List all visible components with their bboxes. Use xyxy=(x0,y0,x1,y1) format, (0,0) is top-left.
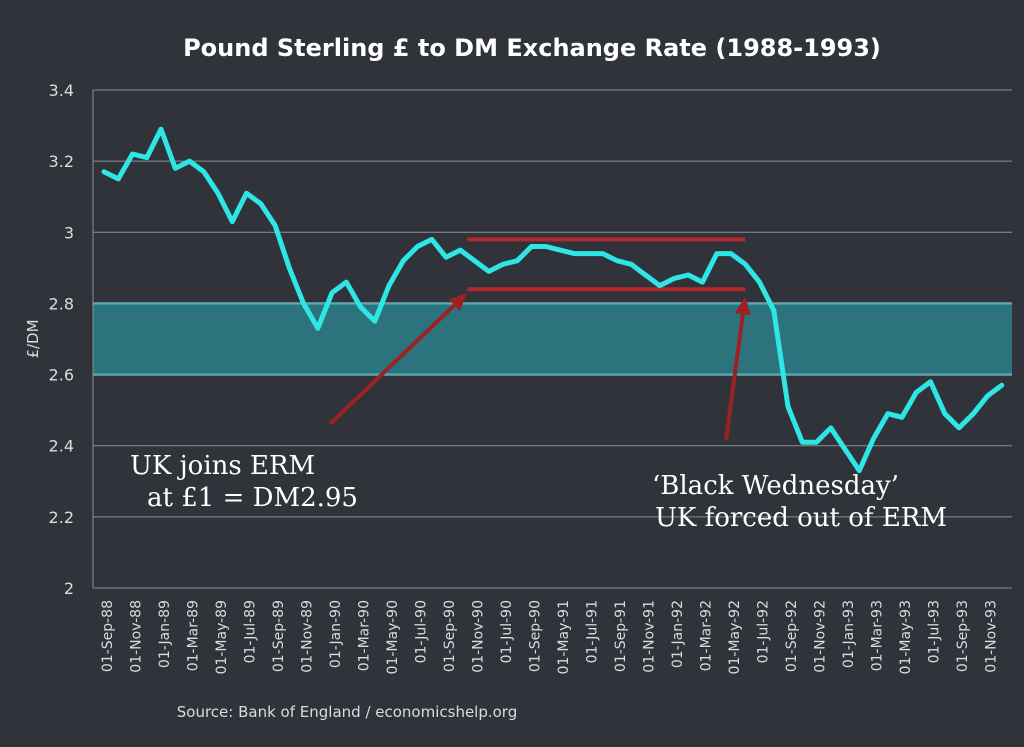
x-tick-label: 01-May-90 xyxy=(385,600,401,674)
x-tick-label: 01-May-91 xyxy=(556,600,572,674)
x-tick-label: 01-Nov-92 xyxy=(813,600,829,673)
x-tick-label: 01-Nov-88 xyxy=(129,600,145,673)
x-tick-label: 01-May-93 xyxy=(898,600,914,674)
chart-title: Pound Sterling £ to DM Exchange Rate (19… xyxy=(183,34,881,62)
x-tick-label: 01-Jul-91 xyxy=(585,600,601,663)
x-tick-label: 01-Jan-90 xyxy=(328,600,344,668)
annotation-black-wednesday-line1: ‘Black Wednesday’ xyxy=(652,471,899,501)
x-tick-label: 01-Jan-93 xyxy=(841,600,857,668)
x-tick-label: 01-Jan-92 xyxy=(670,600,686,668)
annotation-uk-joins-erm-line2: at £1 = DM2.95 xyxy=(147,483,358,513)
x-tick-label: 01-Sep-89 xyxy=(271,600,287,672)
x-tick-label: 01-Nov-90 xyxy=(471,600,487,673)
y-axis-ticks: 2 2.2 2.4 2.6 2.8 3 3.2 3.4 xyxy=(49,81,74,598)
y-tick-label: 3.4 xyxy=(49,81,74,100)
x-tick-label: 01-Sep-92 xyxy=(784,600,800,672)
y-tick-label: 2.8 xyxy=(49,294,74,313)
x-tick-label: 01-Jul-93 xyxy=(927,600,943,663)
annotation-black-wednesday-line2: UK forced out of ERM xyxy=(655,503,947,533)
x-tick-label: 01-Jan-89 xyxy=(157,600,173,668)
x-tick-label: 01-Jul-89 xyxy=(243,600,259,663)
x-tick-label: 01-Mar-90 xyxy=(357,600,373,671)
y-axis-label: £/DM xyxy=(24,319,42,358)
source-note: Source: Bank of England / economicshelp.… xyxy=(177,703,517,721)
annotation-arrow-head xyxy=(448,292,468,311)
y-tick-label: 3.2 xyxy=(49,152,74,171)
x-tick-label: 01-Nov-91 xyxy=(642,600,658,673)
gridlines xyxy=(93,89,1012,589)
annotation-uk-joins-erm-line1: UK joins ERM xyxy=(130,451,315,481)
x-tick-label: 01-May-92 xyxy=(727,600,743,674)
x-axis-ticks: 01-Sep-88 01-Nov-88 01-Jan-89 01-Mar-89 01-M… xyxy=(100,600,1000,674)
annotation-arrow-shaft xyxy=(328,303,456,426)
x-tick-label: 01-Jul-92 xyxy=(756,600,772,663)
y-tick-label: 3 xyxy=(64,223,74,242)
x-tick-label: 01-Mar-93 xyxy=(870,600,886,671)
x-tick-label: 01-Sep-90 xyxy=(528,600,544,672)
erm-limit-lines xyxy=(467,237,746,292)
annotation-arrow-head xyxy=(734,296,751,316)
x-tick-label: 01-May-89 xyxy=(214,600,230,674)
x-tick-label: 01-Mar-92 xyxy=(699,600,715,671)
x-tick-label: 01-Sep-93 xyxy=(955,600,971,672)
x-tick-label: 01-Jul-90 xyxy=(414,600,430,663)
x-tick-label: 01-Sep-91 xyxy=(613,600,629,672)
x-tick-label: 01-Nov-93 xyxy=(984,600,1000,673)
x-tick-label: 01-Nov-89 xyxy=(300,600,316,673)
x-tick-label: 01-Jul-90 xyxy=(499,600,515,663)
annotation-arrow-shaft xyxy=(724,313,745,441)
series-line-gbp-dm xyxy=(101,126,1005,474)
erm-band xyxy=(93,303,1012,375)
y-tick-label: 2.2 xyxy=(49,508,74,527)
x-tick-label: 01-Sep-88 xyxy=(100,600,116,672)
annotation-arrows xyxy=(328,292,751,441)
x-tick-label: 01-Sep-90 xyxy=(442,600,458,672)
y-tick-label: 2 xyxy=(64,579,74,598)
y-tick-label: 2.4 xyxy=(49,437,74,456)
y-tick-label: 2.6 xyxy=(49,366,74,385)
x-tick-label: 01-Mar-89 xyxy=(186,600,202,671)
